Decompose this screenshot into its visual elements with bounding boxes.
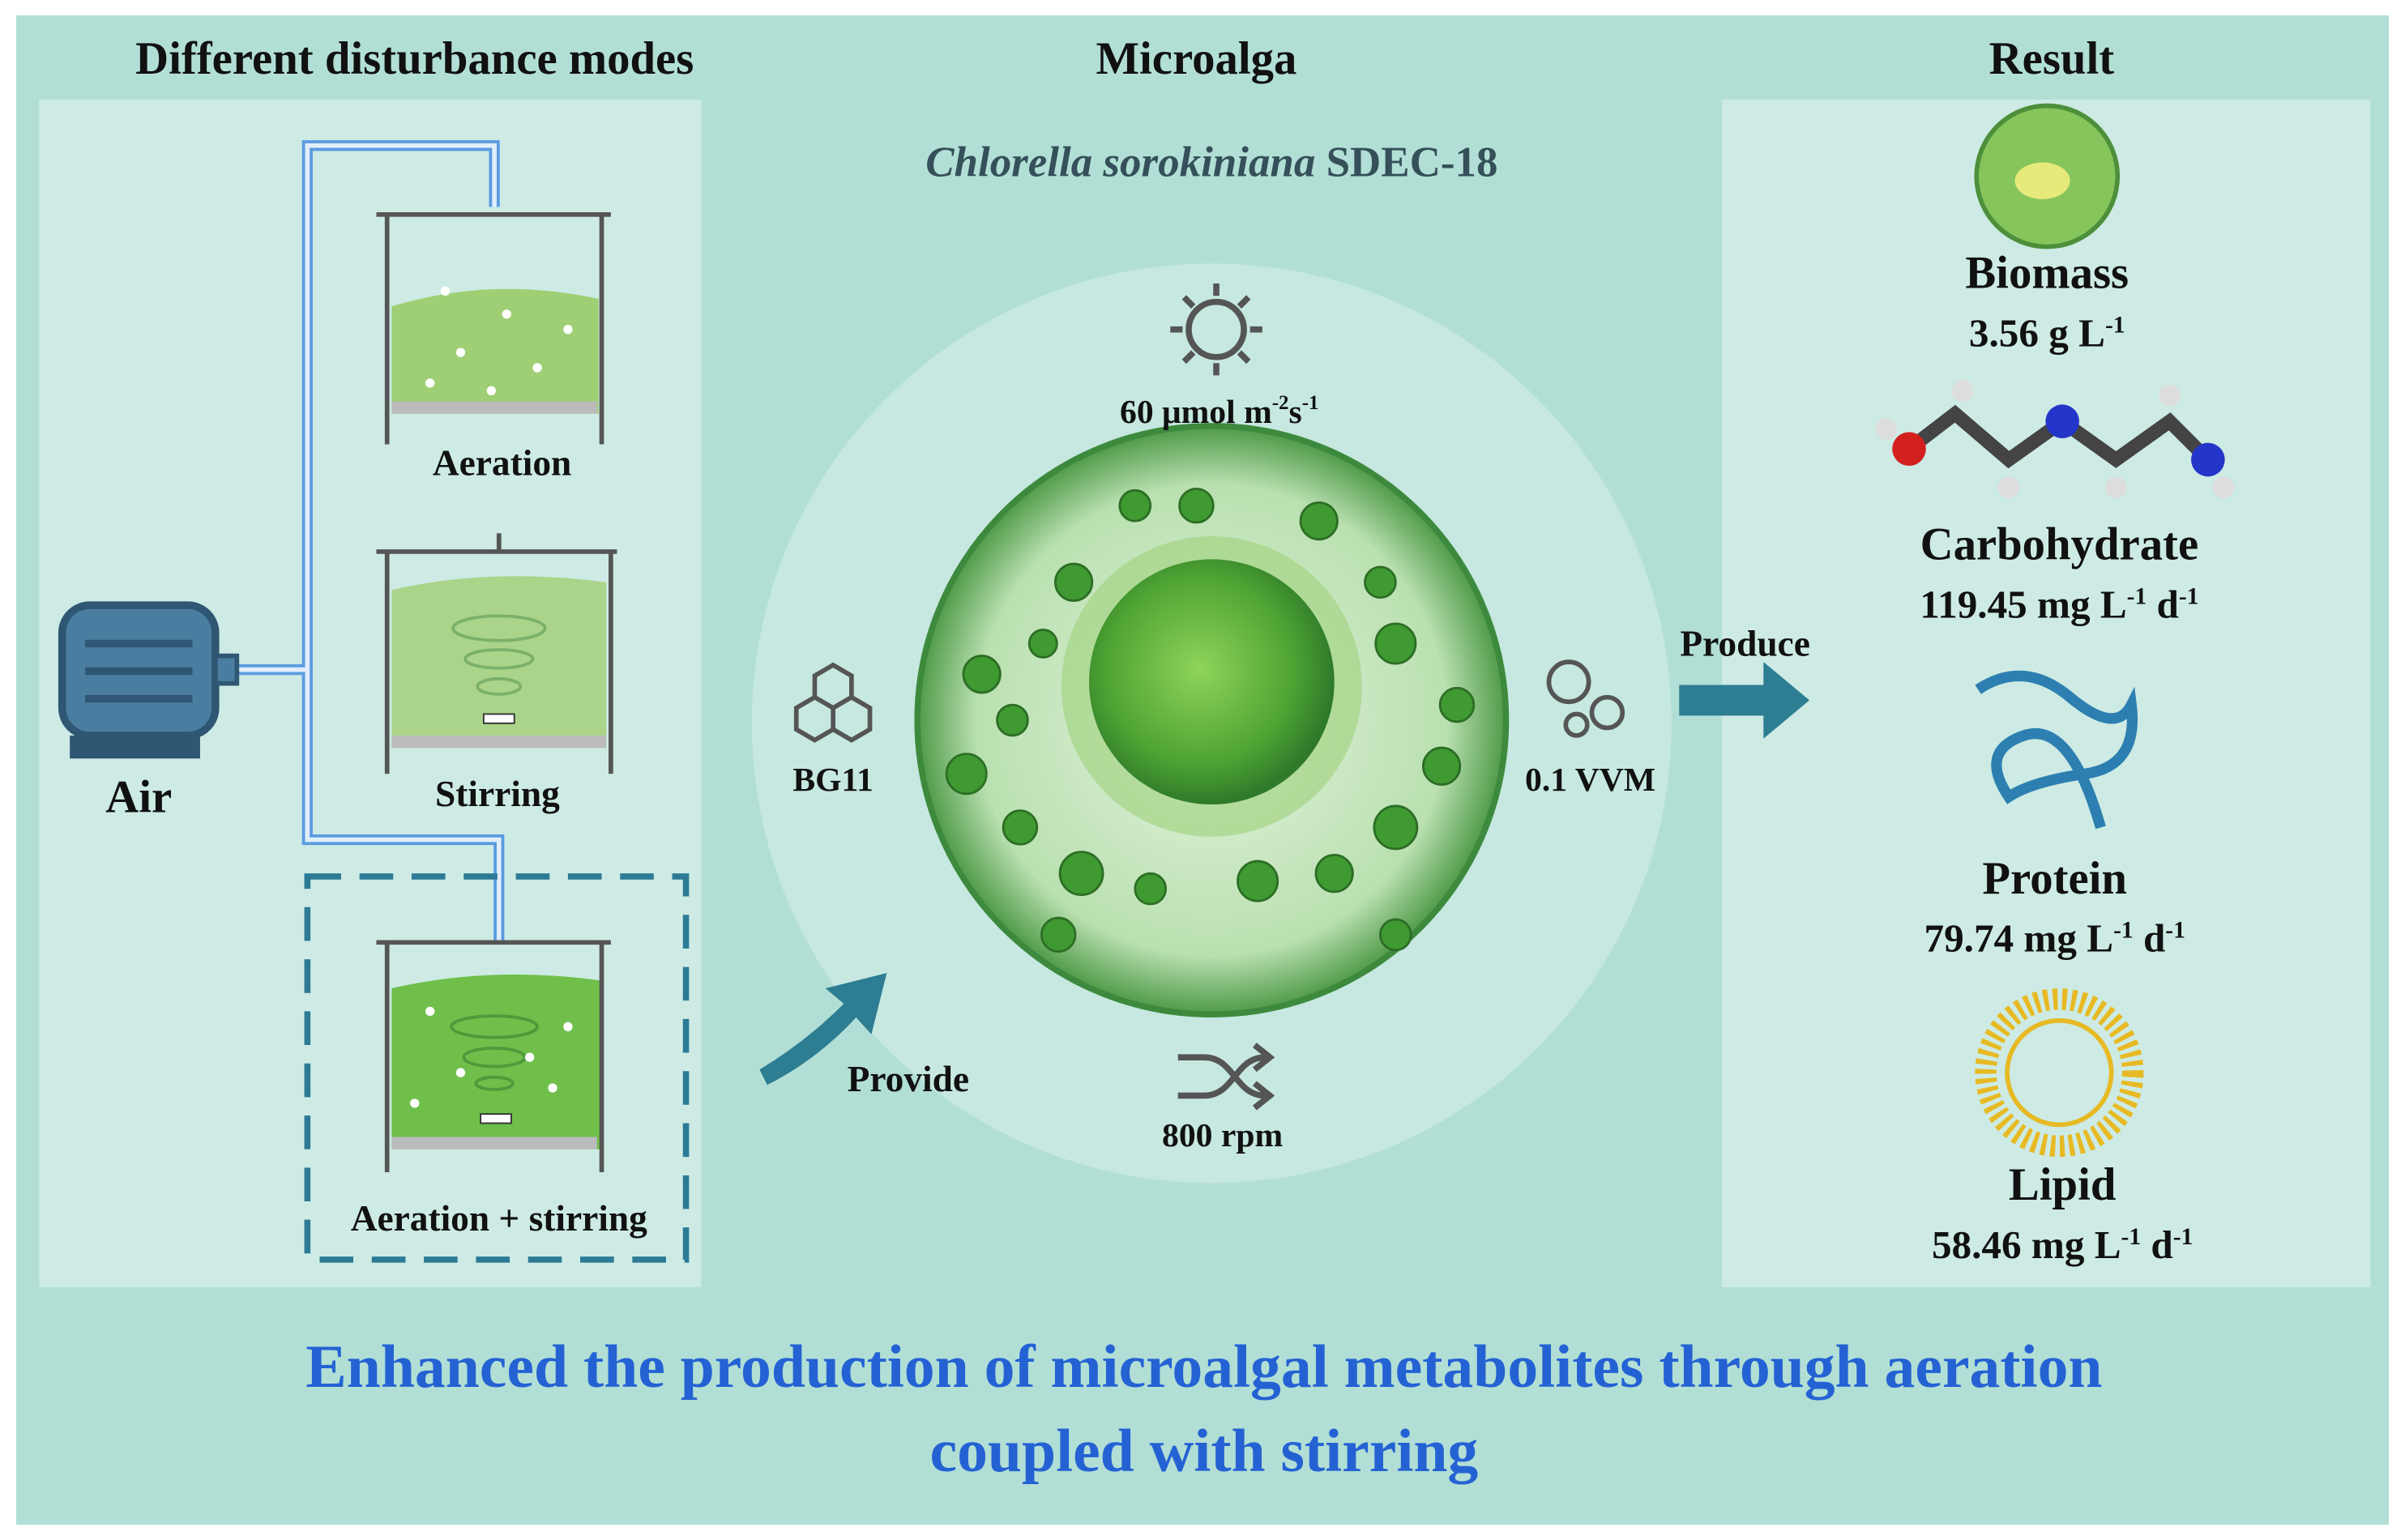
result-name: Protein bbox=[1982, 853, 2127, 904]
result-value: 119.45 mg L-1 d-1 bbox=[1920, 582, 2198, 626]
produce-label: Produce bbox=[1680, 624, 1809, 664]
text-part: 58.46 mg L bbox=[1932, 1222, 2121, 1267]
superscript: -1 bbox=[1302, 392, 1319, 414]
footer-line: Enhanced the production of microalgal me… bbox=[305, 1333, 2102, 1401]
superscript: -1 bbox=[2113, 918, 2134, 944]
text-part: d bbox=[2134, 916, 2166, 961]
stir-icon bbox=[1177, 1043, 1275, 1111]
superscript: -1 bbox=[2127, 583, 2147, 609]
reactor-label: Aeration + stirring bbox=[351, 1198, 647, 1239]
provide-arrow bbox=[759, 973, 887, 1086]
text-part: 60 μmol m bbox=[1120, 394, 1272, 431]
cell bbox=[914, 423, 1510, 1017]
light-intensity: 60 μmol m-2s-1 bbox=[1120, 392, 1319, 431]
result-name: Biomass bbox=[1965, 248, 2129, 299]
bubble-icon bbox=[1546, 659, 1625, 738]
highlight-box bbox=[304, 873, 690, 1263]
protein-icon bbox=[1975, 670, 2138, 830]
pipes-inner bbox=[230, 143, 502, 943]
species-name: Chlorella sorokiniana bbox=[925, 139, 1315, 186]
superscript: -1 bbox=[2173, 1224, 2194, 1250]
text-part: 3.56 g L bbox=[1969, 310, 2105, 355]
reactor-label: Aeration bbox=[433, 442, 571, 483]
reactor-label: Stirring bbox=[435, 774, 560, 814]
superscript: -1 bbox=[2165, 918, 2185, 944]
text-part: 119.45 mg L bbox=[1920, 582, 2126, 626]
strain: SDEC-18 bbox=[1326, 139, 1498, 186]
header-right: Result bbox=[1989, 33, 2115, 84]
superscript: -1 bbox=[2179, 583, 2199, 609]
text-part: d bbox=[2141, 1222, 2173, 1267]
result-name: Lipid bbox=[2009, 1159, 2116, 1210]
result-name: Carbohydrate bbox=[1920, 518, 2199, 570]
superscript: -2 bbox=[1272, 392, 1289, 414]
result-value: 58.46 mg L-1 d-1 bbox=[1932, 1222, 2193, 1267]
air-pump bbox=[58, 601, 240, 759]
superscript: -1 bbox=[2121, 1224, 2142, 1250]
provide-label: Provide bbox=[848, 1059, 969, 1099]
reactor-aeration bbox=[376, 211, 611, 445]
carbohydrate-icon bbox=[1875, 380, 2235, 498]
species: Chlorella sorokiniana SDEC-18 bbox=[925, 139, 1497, 186]
reactor-stirring bbox=[376, 533, 617, 774]
footer-line: coupled with stirring bbox=[930, 1418, 1479, 1485]
lipid-icon bbox=[1975, 988, 2144, 1158]
light-icon bbox=[1170, 283, 1262, 376]
stir-speed: 800 rpm bbox=[1162, 1117, 1283, 1154]
aeration-rate: 0.1 VVM bbox=[1525, 761, 1655, 799]
text-part: d bbox=[2147, 582, 2179, 626]
header-center: Microalga bbox=[1096, 33, 1296, 84]
biomass-icon bbox=[1974, 103, 2121, 250]
produce-arrow bbox=[1679, 662, 1810, 739]
medium-icon bbox=[793, 662, 873, 743]
result-value: 3.56 g L-1 bbox=[1969, 310, 2125, 355]
reactor-aeration-stirring bbox=[376, 940, 611, 1173]
superscript: -1 bbox=[2105, 312, 2125, 338]
header-left: Different disturbance modes bbox=[135, 33, 694, 84]
medium: BG11 bbox=[792, 761, 873, 799]
text-part: 79.74 mg L bbox=[1924, 916, 2114, 961]
text-part: s bbox=[1289, 394, 1302, 431]
result-value: 79.74 mg L-1 d-1 bbox=[1924, 916, 2185, 961]
air-label: Air bbox=[105, 772, 172, 823]
